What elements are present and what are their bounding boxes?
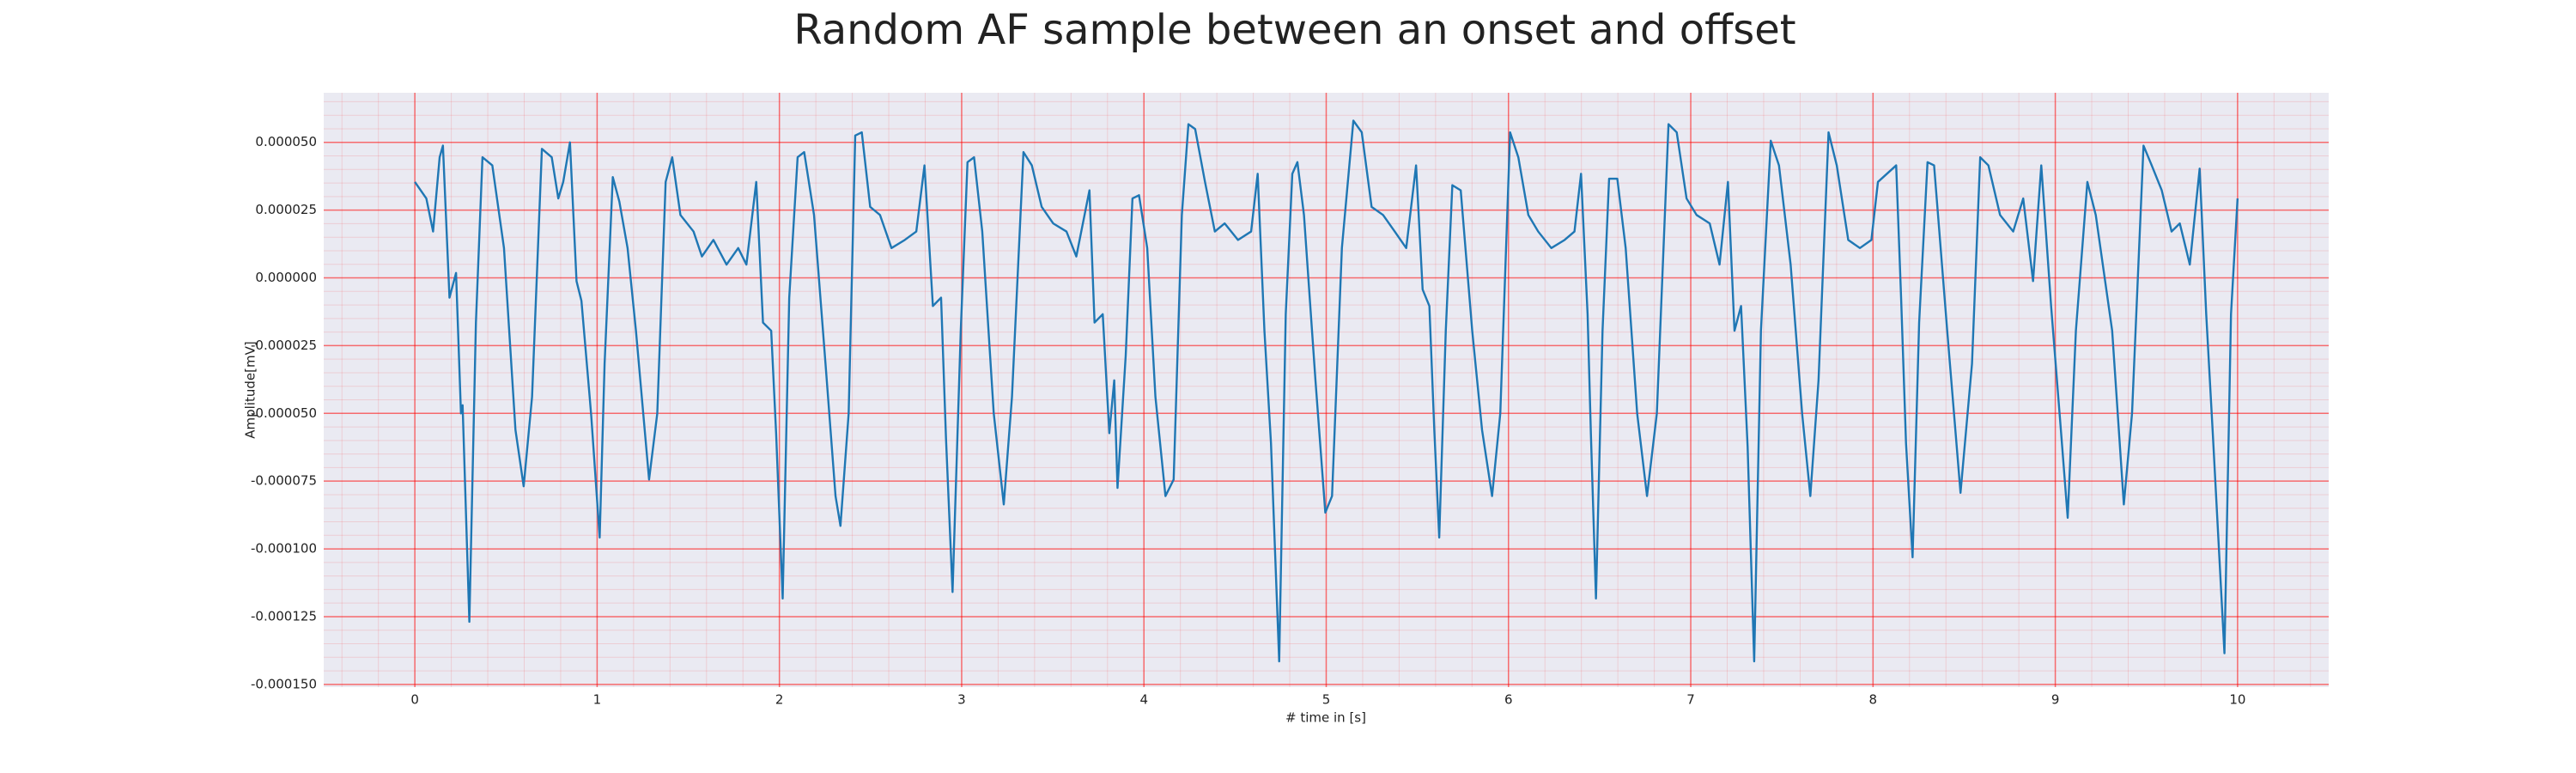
x-axis-label: # time in [s] xyxy=(1285,710,1366,726)
x-tick-label: 0 xyxy=(410,692,419,708)
y-tick-label: -0.000125 xyxy=(251,608,317,624)
x-tick-label: 4 xyxy=(1139,692,1148,708)
y-tick-label: -0.000100 xyxy=(251,541,317,557)
y-tick-label: 0.000025 xyxy=(255,202,317,217)
x-tick-label: 2 xyxy=(775,692,784,708)
x-tick-label: 9 xyxy=(2051,692,2060,708)
signal-line xyxy=(414,119,2239,663)
y-axis-label: Amplitude[mV] xyxy=(243,341,258,438)
y-tick-label: 0.000000 xyxy=(255,270,317,285)
x-tick-label: 7 xyxy=(1686,692,1695,708)
x-tick-label: 5 xyxy=(1322,692,1331,708)
x-tick-label: 1 xyxy=(593,692,602,708)
x-tick-label: 8 xyxy=(1869,692,1878,708)
chart-title: Random AF sample between an onset and of… xyxy=(793,6,1795,54)
x-tick-label: 6 xyxy=(1504,692,1513,708)
y-tick-label: -0.000050 xyxy=(251,405,317,421)
x-tick-label: 3 xyxy=(957,692,966,708)
y-tick-label: -0.000025 xyxy=(251,338,317,353)
y-tick-label: 0.000050 xyxy=(255,134,317,149)
x-tick-label: 10 xyxy=(2229,692,2245,708)
y-tick-label: -0.000150 xyxy=(251,676,317,691)
y-tick-label: -0.000075 xyxy=(251,473,317,489)
